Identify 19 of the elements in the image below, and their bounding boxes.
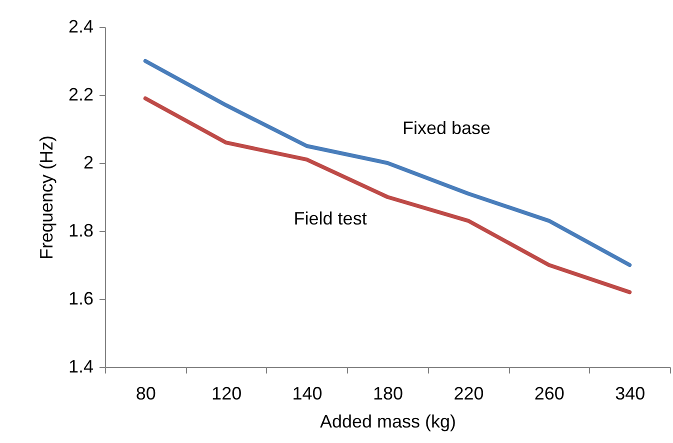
y-tick-label: 1.8: [68, 220, 94, 240]
y-tick-label: 1.4: [68, 356, 94, 376]
line-series: [143, 59, 632, 267]
x-tick-label: 340: [615, 384, 646, 404]
x-tick-label: 220: [454, 384, 484, 404]
x-tick-label: 180: [372, 384, 404, 404]
y-tick-label: 2: [83, 152, 94, 172]
y-tick-label: 2.2: [68, 84, 94, 104]
x-tick-label: 140: [292, 384, 322, 404]
x-axis-title: Added mass (kg): [320, 412, 456, 432]
y-tick-label: 2.4: [68, 16, 94, 36]
line-series: [143, 96, 632, 294]
x-tick-label: 80: [136, 384, 156, 404]
series-label: Fixed base: [402, 118, 491, 138]
y-axis-title: Frequency (Hz): [36, 135, 56, 260]
series-label: Field test: [294, 208, 367, 229]
x-tick-label: 260: [534, 384, 564, 404]
x-tick-label: 120: [212, 384, 242, 404]
y-tick-label: 1.6: [68, 288, 94, 308]
